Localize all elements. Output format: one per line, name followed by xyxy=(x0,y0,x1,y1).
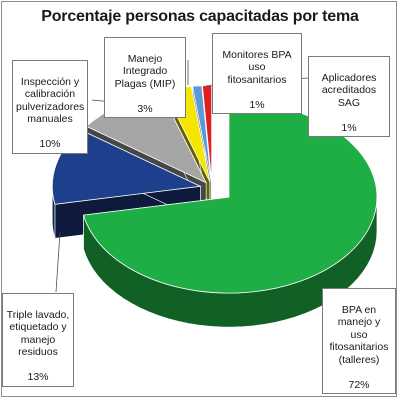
slice-label-monitores: Monitores BPA uso fitosanitarios 1% xyxy=(212,33,302,114)
slice-value-text: 3% xyxy=(137,102,153,115)
slice-label-text: BPA en manejo y uso fitosanitarios (tall… xyxy=(329,303,389,366)
slice-label-inspeccion: Inspección y calibración pulverizadores … xyxy=(12,60,88,154)
slice-value-text: 10% xyxy=(39,138,61,150)
slice-label-triple-lavado: Triple lavado, etiquetado y manejo resid… xyxy=(2,293,74,387)
slice-label-aplicadores: Aplicadores acreditados SAG 1% xyxy=(308,56,390,137)
slice-label-text: Monitores BPA uso fitosanitarios xyxy=(222,48,292,86)
chart-title: Porcentaje personas capacitadas por tema xyxy=(41,8,359,25)
slice-label-text: Manejo Integrado Plagas (MIP) xyxy=(114,52,176,90)
pie-slice-0 xyxy=(83,100,378,328)
slice-value-text: 13% xyxy=(27,371,49,383)
slice-label-text: Aplicadores acreditados SAG xyxy=(321,71,377,109)
leader-line xyxy=(55,231,61,293)
slice-label-bpa: BPA en manejo y uso fitosanitarios (tall… xyxy=(322,288,396,394)
slice-value-text: 1% xyxy=(249,98,265,111)
slice-value-text: 1% xyxy=(341,121,357,134)
slice-label-mip: Manejo Integrado Plagas (MIP) 3% xyxy=(104,37,186,118)
slice-value-text: 72% xyxy=(348,378,370,391)
slice-label-text: Triple lavado, etiquetado y manejo resid… xyxy=(6,308,70,359)
pie-slice-top xyxy=(192,85,212,182)
slice-label-text: Inspección y calibración pulverizadores … xyxy=(16,75,85,126)
